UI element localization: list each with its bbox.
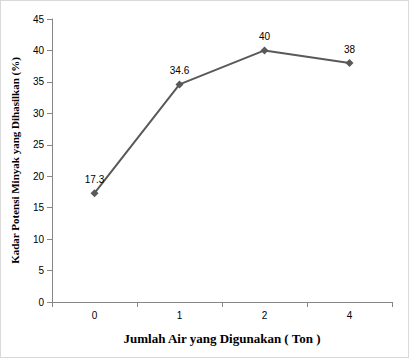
- svg-text:25: 25: [33, 139, 45, 150]
- svg-text:0: 0: [38, 297, 44, 308]
- svg-text:5: 5: [38, 265, 44, 276]
- svg-text:20: 20: [33, 171, 45, 182]
- svg-text:10: 10: [33, 234, 45, 245]
- svg-text:17.3: 17.3: [85, 174, 105, 185]
- svg-text:40: 40: [259, 31, 271, 42]
- svg-text:2: 2: [262, 310, 268, 321]
- svg-text:34.6: 34.6: [170, 65, 190, 76]
- svg-text:40: 40: [33, 45, 45, 56]
- svg-text:15: 15: [33, 202, 45, 213]
- svg-text:35: 35: [33, 76, 45, 87]
- svg-text:0: 0: [92, 310, 98, 321]
- svg-text:4: 4: [347, 310, 353, 321]
- svg-text:Jumlah Air yang Digunakan ( To: Jumlah Air yang Digunakan ( Ton ): [124, 331, 321, 346]
- svg-text:Kadar Potensi Minyak yang Diha: Kadar Potensi Minyak yang Dihasilkan (%): [9, 57, 22, 264]
- svg-text:38: 38: [344, 44, 356, 55]
- svg-text:1: 1: [177, 310, 183, 321]
- svg-text:45: 45: [33, 14, 45, 25]
- svg-text:30: 30: [33, 108, 45, 119]
